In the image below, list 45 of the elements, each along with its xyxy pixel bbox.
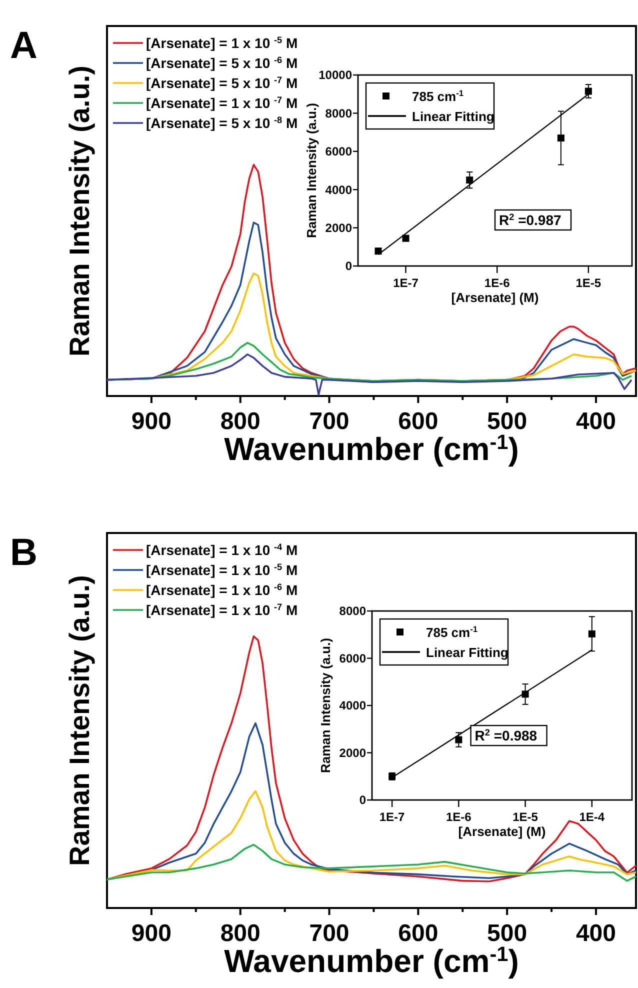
legend-label: [Arsenate] = 5 x 10 $^{-8}$ M	[146, 115, 298, 131]
y-axis-title: Raman Intensity (a.u.)	[304, 102, 319, 238]
y-tick-label: 2000	[325, 221, 352, 235]
y-tick-label: 2000	[339, 746, 366, 760]
legend-label: Linear Fitting	[412, 109, 494, 124]
y-tick-label: 8000	[325, 106, 352, 120]
y-tick-label: 4000	[325, 182, 352, 197]
x-tick-label: 400	[576, 408, 616, 435]
legend-label: Linear Fitting	[426, 645, 508, 660]
legend-label: [Arsenate] = 1 x 10 $^{-5}$ M	[146, 562, 298, 578]
legend-label: [Arsenate] = 1 x 10 $^{-7}$ M	[146, 602, 298, 618]
x-tick-label: 400	[576, 920, 616, 947]
y-tick-label: 0	[345, 259, 352, 274]
legend-label: [Arsenate] = 1 x 10 $^{-4}$ M	[146, 542, 298, 558]
x-tick-label: 1E-7	[393, 276, 419, 290]
y-tick-label: 8000	[339, 604, 366, 618]
x-axis-title: [Arsenate] (M)	[458, 824, 546, 839]
y-axis-title: Raman Intensity (a.u.)	[318, 638, 333, 774]
x-tick-label: 1E-5	[512, 810, 538, 824]
annotation: R$^{2}$ =0.987	[499, 212, 562, 228]
y-tick-label: 0	[359, 793, 366, 808]
x-tick-label: 900	[131, 408, 172, 435]
x-axis-title: [Arsenate] (M)	[451, 290, 539, 305]
x-tick-label: 1E-5	[576, 276, 602, 290]
x-tick-label: 1E-4	[579, 810, 605, 824]
x-tick-label: 1E-6	[484, 276, 510, 290]
x-tick-label: 1E-7	[379, 810, 406, 824]
x-tick-label: 1E-6	[446, 810, 472, 824]
legend-label: [Arsenate] = 5 x 10 $^{-7}$ M	[146, 75, 298, 91]
chart-title: B	[10, 532, 38, 574]
y-axis-title: Raman Intensity (a.u.)	[64, 66, 95, 356]
legend-label: 785 cm$^{-1}$	[426, 624, 478, 640]
y-tick-label: 4000	[339, 698, 366, 713]
y-axis-title: Raman Intensity (a.u.)	[64, 575, 95, 866]
legend-label: [Arsenate] = 1 x 10 $^{-5}$ M	[146, 35, 298, 51]
y-tick-label: 6000	[339, 651, 366, 666]
legend-label: [Arsenate] = 1 x 10 $^{-6}$ M	[146, 582, 298, 598]
y-tick-label: 6000	[325, 144, 352, 159]
legend-label: [Arsenate] = 5 x 10 $^{-6}$ M	[146, 55, 298, 71]
y-tick-label: 10000	[318, 68, 352, 82]
legend-label: 785 cm$^{-1}$	[412, 88, 464, 104]
x-tick-label: 900	[131, 920, 172, 947]
annotation: R$^{2}$ =0.988	[474, 728, 538, 744]
chart-title: A	[10, 25, 38, 67]
legend-label: [Arsenate] = 1 x 10 $^{-7}$ M	[146, 95, 298, 111]
